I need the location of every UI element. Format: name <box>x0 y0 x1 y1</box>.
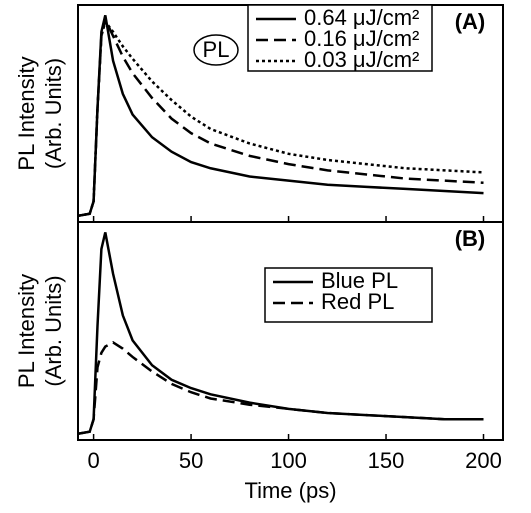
x-tick-label: 100 <box>270 448 307 473</box>
x-tick-label: 200 <box>465 448 502 473</box>
x-axis-label: Time (ps) <box>244 478 336 503</box>
legend-label: 0.16 μJ/cm² <box>304 26 419 51</box>
series-line <box>77 232 484 436</box>
y-axis-label: (Arb. Units) <box>41 58 66 169</box>
legend-label: Red PL <box>321 289 394 314</box>
x-tick-label: 150 <box>368 448 405 473</box>
x-tick-label: 0 <box>87 448 99 473</box>
panel-label: (B) <box>455 226 486 251</box>
annotation-circle <box>193 34 239 66</box>
y-axis-label: PL Intensity <box>14 274 39 388</box>
plot-frame <box>77 221 504 441</box>
series-line <box>77 15 484 218</box>
legend-label: Blue PL <box>321 268 398 293</box>
x-tick-label: 50 <box>179 448 203 473</box>
series-line <box>77 340 484 436</box>
y-axis-label: PL Intensity <box>14 56 39 170</box>
y-axis-label: (Arb. Units) <box>41 275 66 386</box>
legend-label: 0.64 μJ/cm² <box>304 5 419 30</box>
panel-label: (A) <box>455 9 486 34</box>
legend-box <box>264 267 433 323</box>
series-line <box>77 18 484 218</box>
legend-box <box>247 4 433 72</box>
legend-label: 0.03 μJ/cm² <box>304 47 419 72</box>
annotation: PL <box>203 37 230 62</box>
